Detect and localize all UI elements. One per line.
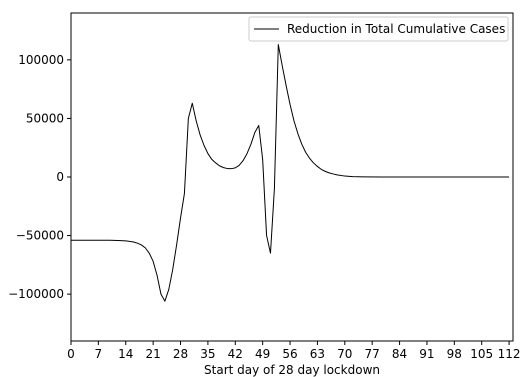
x-tick-label: 98 bbox=[447, 347, 462, 361]
x-tick-label: 63 bbox=[310, 347, 325, 361]
y-axis: −100000 −50000 0 50000 100000 bbox=[8, 53, 71, 301]
x-tick-label: 77 bbox=[365, 347, 380, 361]
x-tick-label: 21 bbox=[146, 347, 161, 361]
y-tick-label: −100000 bbox=[8, 287, 64, 301]
x-tick-label: 42 bbox=[228, 347, 243, 361]
y-tick-label: −50000 bbox=[16, 229, 64, 243]
series-line bbox=[71, 44, 510, 302]
x-tick-label: 7 bbox=[95, 347, 103, 361]
x-tick-label: 70 bbox=[337, 347, 352, 361]
x-tick-label: 112 bbox=[498, 347, 521, 361]
y-tick-label: 0 bbox=[56, 170, 64, 184]
x-tick-label: 56 bbox=[282, 347, 297, 361]
legend-box bbox=[248, 16, 509, 42]
x-axis-label: Start day of 28 day lockdown bbox=[204, 363, 380, 377]
x-axis: 0 7 14 21 28 35 42 49 56 63 70 77 84 91 98 105 112 bbox=[67, 341, 521, 361]
y-tick-label: 100000 bbox=[18, 53, 64, 67]
x-tick-label: 35 bbox=[200, 347, 215, 361]
series-layer bbox=[71, 44, 510, 302]
legend-label: Reduction in Total Cumulative Cases bbox=[287, 22, 505, 36]
x-tick-label: 105 bbox=[470, 347, 493, 361]
x-tick-label: 0 bbox=[67, 347, 75, 361]
x-tick-label: 84 bbox=[392, 347, 407, 361]
x-tick-label: 14 bbox=[118, 347, 133, 361]
x-tick-label: 91 bbox=[419, 347, 434, 361]
x-tick-label: 28 bbox=[173, 347, 188, 361]
legend: Reduction in Total Cumulative Cases bbox=[248, 16, 509, 42]
y-tick-label: 50000 bbox=[26, 111, 64, 125]
x-tick-label: 49 bbox=[255, 347, 270, 361]
